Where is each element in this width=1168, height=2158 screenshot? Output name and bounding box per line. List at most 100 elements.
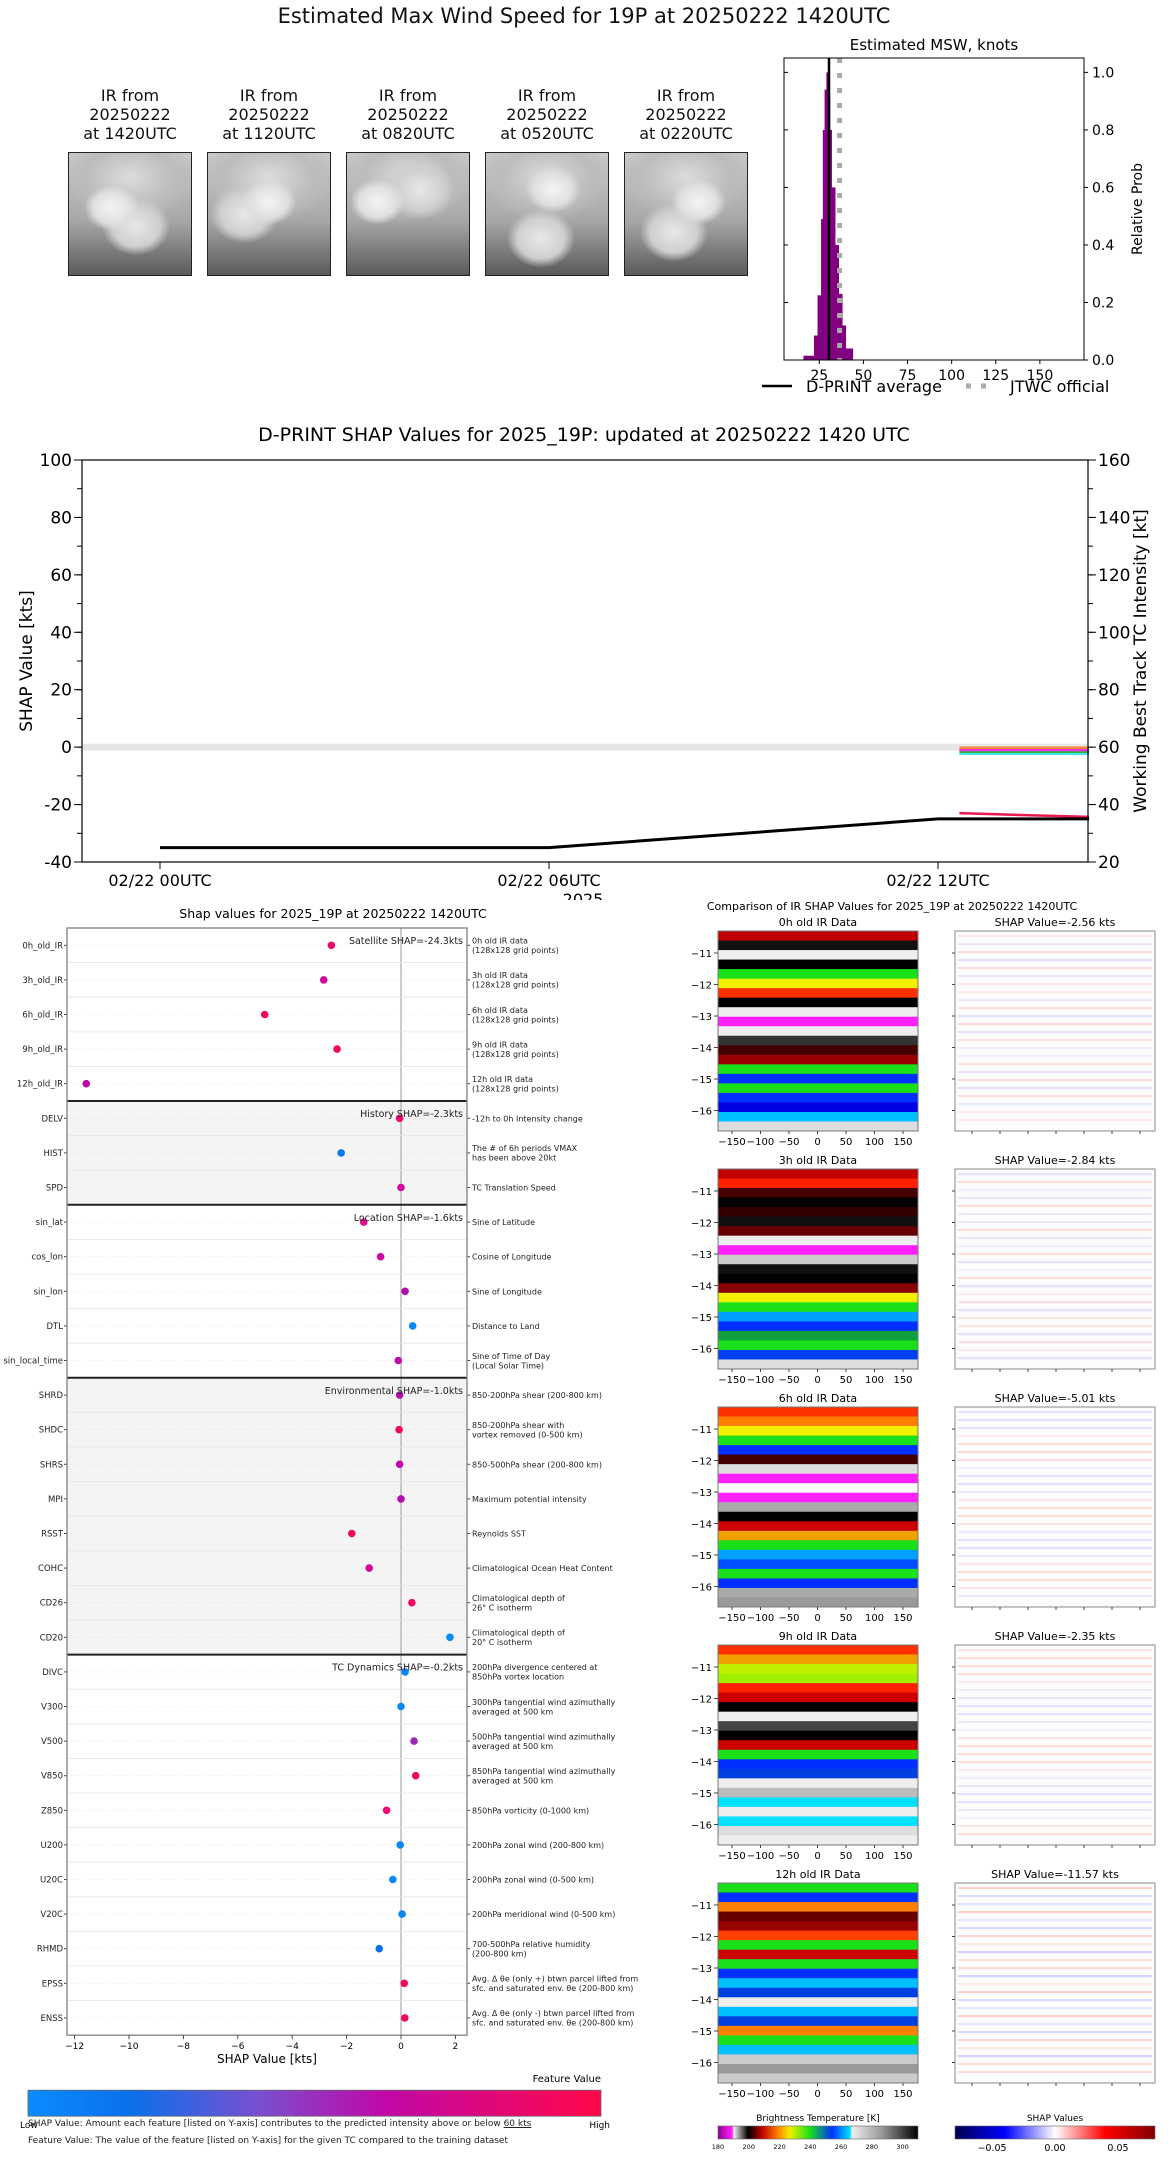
shap-band	[958, 1285, 1152, 1288]
shap-band	[958, 1657, 1152, 1660]
x-tick-label: −12	[65, 2042, 84, 2052]
ir-band	[718, 1968, 918, 1979]
feature-shap-point	[333, 1045, 341, 1053]
shap-band	[958, 1443, 1152, 1446]
ir-x-tick-label: 150	[893, 1137, 912, 1148]
ir-y-tick-label: −13	[691, 1012, 712, 1023]
right-tick-label: 40	[1098, 796, 1120, 816]
shap-band	[958, 1713, 1152, 1716]
feature-description: (Local Solar Time)	[472, 1361, 544, 1370]
ir-band	[718, 1825, 918, 1836]
feature-shap-point	[410, 1737, 418, 1745]
ir-y-tick-label: −12	[691, 1457, 712, 1468]
feature-shap-point	[376, 1252, 385, 1261]
shap-panel-title: SHAP Value=-2.84 kts	[995, 1154, 1116, 1167]
ir-band	[718, 1245, 918, 1256]
ir-y-tick-label: −13	[691, 1964, 712, 1975]
left-tick-label: -20	[44, 796, 72, 816]
feature-description: Climatological Ocean Heat Content	[472, 1564, 613, 1573]
ir-y-tick-label: −13	[691, 1250, 712, 1261]
caption-line3: at 0220UTC	[639, 124, 733, 143]
ir-band	[718, 1997, 918, 2008]
x-tick-label: 25	[810, 368, 828, 384]
ir-band	[718, 1178, 918, 1189]
feature-description: Reynolds SST	[472, 1530, 526, 1539]
ir-band	[718, 1235, 918, 1246]
shap-band	[958, 967, 1152, 970]
shap-band	[958, 1825, 1152, 1828]
ir-satellite-image	[68, 152, 192, 276]
feature-label: EPSS	[42, 1979, 63, 1989]
ir-band	[718, 940, 918, 951]
y-tick-label: 0.8	[1092, 123, 1114, 139]
feature-description: Avg. Δ θe (only +) btwn parcel lifted fr…	[472, 1975, 638, 1984]
feature-description: averaged at 500 km	[472, 1776, 553, 1785]
feature-description: Avg. Δ θe (only -) btwn parcel lifted fr…	[472, 2009, 635, 2018]
feature-label: 6h_old_IR	[22, 1011, 63, 1021]
ir-comparison-title: Comparison of IR SHAP Values for 2025_19…	[707, 900, 1078, 913]
feature-shap-point	[260, 1010, 269, 1019]
ir-band	[718, 1340, 918, 1351]
group-shap-label: History SHAP=-2.3kts	[360, 1109, 463, 1120]
feature-shap-point	[401, 2014, 409, 2022]
shap-band	[958, 1309, 1152, 1312]
feature-description: 850-500hPa shear (200-800 km)	[472, 1460, 602, 1469]
ir-band	[718, 1778, 918, 1789]
ir-band	[718, 2044, 918, 2055]
bt-colorbar-tick: 260	[835, 2143, 847, 2151]
ir-band	[718, 1407, 918, 1418]
feature-colorbar-high: High	[589, 2121, 610, 2131]
shap-band	[958, 1903, 1152, 1906]
shap-band	[958, 2063, 1152, 2066]
shap-feature-chart: Shap values for 2025_19P at 20250222 142…	[3, 906, 638, 2131]
ir-band	[718, 2035, 918, 2046]
ir-band	[718, 1902, 918, 1913]
footnote-feature: Feature Value: The value of the feature …	[28, 2136, 509, 2146]
x-tick-label: 100	[938, 368, 965, 384]
ir-x-tick-label: 100	[865, 1613, 884, 1624]
feature-shap-point	[395, 1425, 403, 1434]
shap-band	[958, 1491, 1152, 1494]
feature-description: 20° C isotherm	[472, 1638, 532, 1647]
feature-label: U20C	[40, 1876, 63, 1886]
ir-thumbnail-caption: IR from 20250222 at 1120UTC	[207, 86, 331, 148]
ir-band	[718, 1254, 918, 1265]
shap-band	[958, 1031, 1152, 1034]
ir-band	[718, 1473, 918, 1484]
caption-line1: IR from	[378, 86, 438, 105]
shap-band	[958, 1571, 1152, 1574]
ir-x-tick-label: 150	[893, 1613, 912, 1624]
ir-band	[718, 931, 918, 942]
ir-x-tick-label: 150	[893, 1851, 912, 1862]
ir-thumbnail: IR from 20250222 at 1420UTC	[68, 86, 192, 276]
ir-band	[718, 1797, 918, 1808]
feature-label: sin_local_time	[3, 1357, 63, 1367]
shap-band	[958, 951, 1152, 954]
histogram-bar	[817, 295, 822, 360]
left-tick-label: 40	[50, 623, 72, 643]
ir-band	[718, 1702, 918, 1713]
ir-band	[718, 2063, 918, 2074]
feature-label: SHRD	[39, 1391, 64, 1401]
ir-band	[718, 1711, 918, 1722]
shap-band	[958, 1983, 1152, 1986]
feature-description: 500hPa tangential wind azimuthally	[472, 1732, 616, 1741]
ir-y-tick-label: −13	[691, 1488, 712, 1499]
feature-shap-point	[394, 1356, 403, 1365]
group-shap-label: Environmental SHAP=-1.0kts	[325, 1386, 463, 1397]
feature-description: 12h old IR data	[472, 1075, 533, 1084]
series-tc-intensity	[160, 817, 1090, 850]
right-tick-label: 140	[1098, 508, 1130, 528]
caption-line1: IR from	[100, 86, 160, 105]
ir-x-tick-label: 150	[893, 1375, 912, 1386]
feature-shap-point	[398, 1910, 406, 1918]
ir-x-tick-label: 100	[865, 1375, 884, 1386]
feature-description: 200hPa zonal wind (0-500 km)	[472, 1876, 594, 1885]
feature-label: 3h_old_IR	[22, 976, 63, 986]
bt-colorbar-tick: 280	[866, 2143, 878, 2151]
ir-x-tick-label: −50	[778, 1613, 799, 1624]
shap-band	[958, 1341, 1152, 1344]
shap-colorbar-label: SHAP Values	[1027, 2114, 1084, 2124]
shap-band	[958, 2071, 1152, 2074]
feature-label: 0h_old_IR	[22, 941, 63, 951]
